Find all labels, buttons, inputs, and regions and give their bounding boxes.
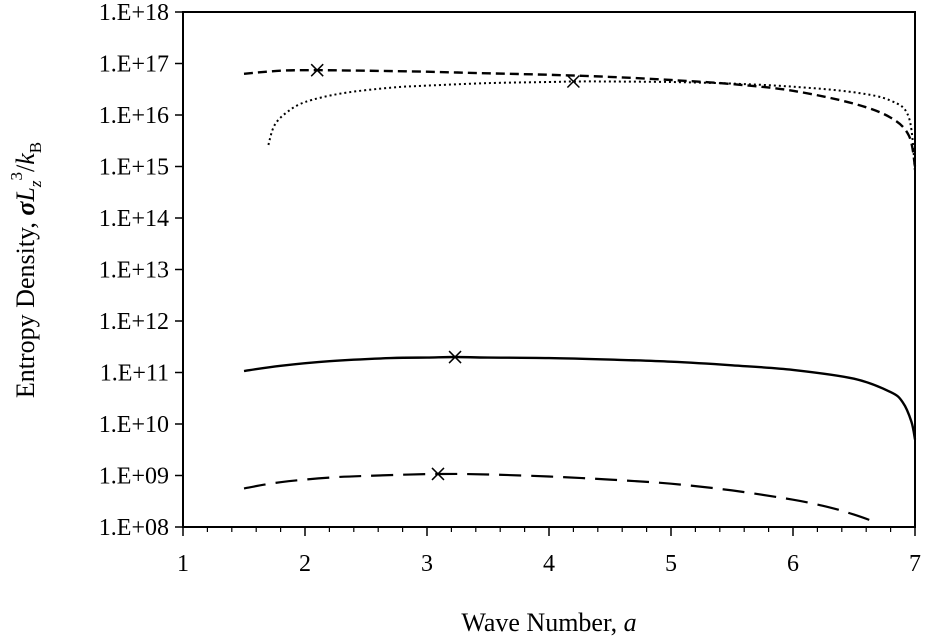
series-line-long-dashed <box>243 472 876 523</box>
x-axis-title-var: a <box>624 608 637 637</box>
y-axis-title-L: L <box>11 187 40 202</box>
y-axis-title-text: Entropy Density, <box>11 216 40 398</box>
y-axis-title-z: z <box>26 180 45 188</box>
max-marker-long-dashed <box>431 467 445 481</box>
x-tick-label: 4 <box>543 551 555 577</box>
y-tick-label: 1.E+13 <box>99 258 169 284</box>
x-tick-label: 3 <box>421 551 433 577</box>
max-marker-solid <box>448 350 462 364</box>
y-tick-label: 1.E+10 <box>99 412 169 438</box>
y-axis-title-k: k <box>11 153 40 165</box>
series-line-short-dashed <box>243 68 917 167</box>
y-tick-label: 1.E+18 <box>99 0 169 26</box>
plot-frame <box>182 11 916 528</box>
x-tick-label: 7 <box>909 551 921 577</box>
y-tick-label: 1.E+14 <box>99 206 169 232</box>
x-tick-label: 5 <box>665 551 677 577</box>
y-axis-title: Entropy Density, σLz3/kB <box>7 142 45 398</box>
y-axis-title-B: B <box>26 142 45 153</box>
plot-area: 1.E+08 1.E+09 1.E+10 1.E+11 1.E+12 1.E+13 1.E+… <box>99 0 921 577</box>
y-tick-label: 1.E+08 <box>99 515 169 541</box>
x-tick-label: 1 <box>177 551 189 577</box>
y-tick-label: 1.E+09 <box>99 464 169 490</box>
y-axis-title-sigma: σ <box>11 201 40 216</box>
x-tick-label: 2 <box>299 551 311 577</box>
y-tick-label: 1.E+16 <box>99 103 169 129</box>
y-tick-label: 1.E+11 <box>100 361 169 387</box>
max-marker-short-dashed <box>310 63 324 77</box>
y-tick-label: 1.E+15 <box>99 155 169 181</box>
y-tick-label: 1.E+17 <box>99 52 169 78</box>
y-tick-label: 1.E+12 <box>99 309 169 335</box>
x-axis-title: Wave Number, a <box>461 608 636 637</box>
y-axis-title-exp: 3 <box>7 172 26 181</box>
max-marker-dotted <box>566 74 580 89</box>
series-line-solid <box>243 355 917 440</box>
x-tick-label: 6 <box>787 551 799 577</box>
x-axis-title-text: Wave Number, <box>461 608 623 637</box>
y-axis-title-slash: / <box>11 164 40 172</box>
